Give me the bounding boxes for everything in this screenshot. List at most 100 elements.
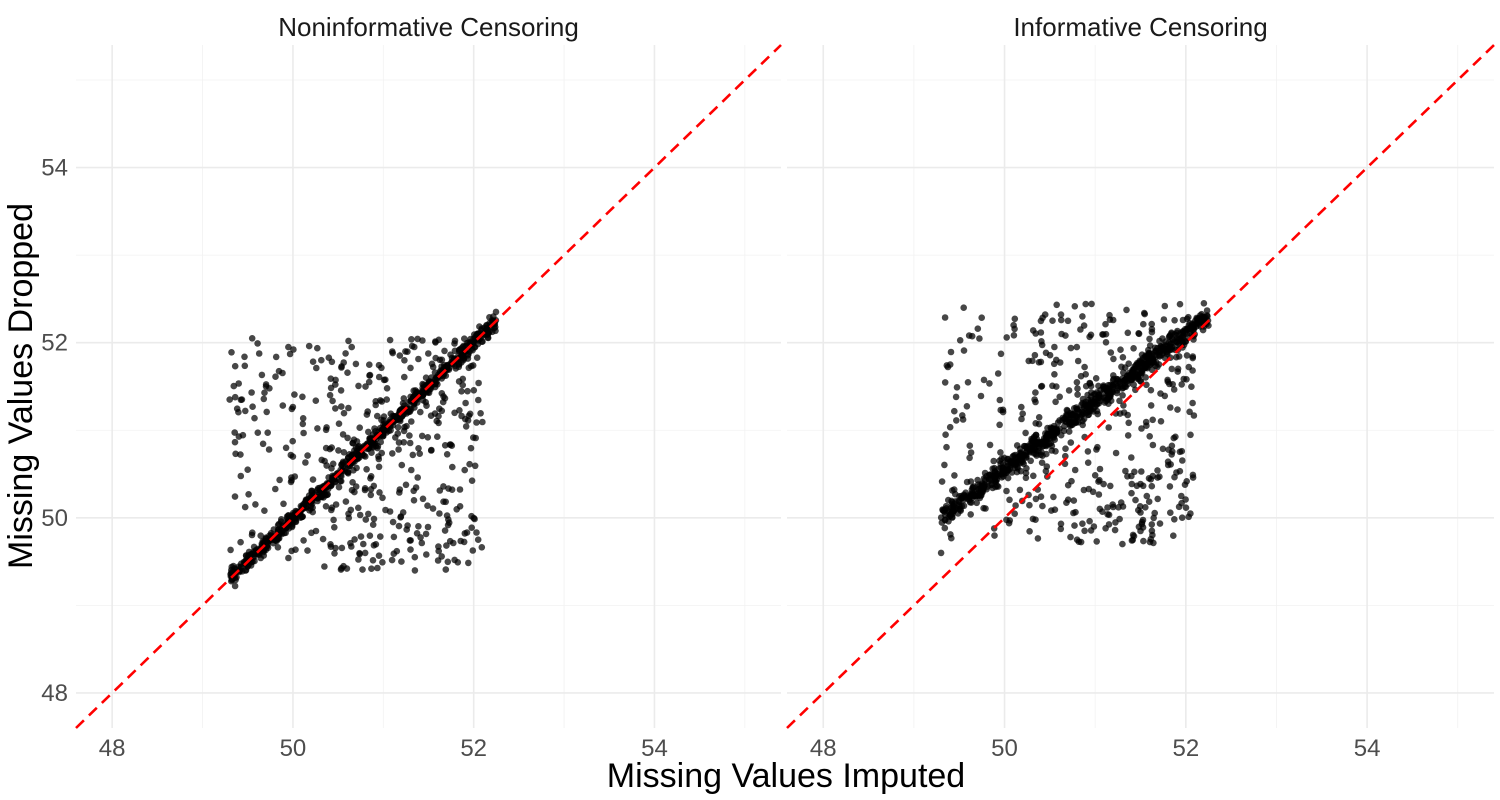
data-point <box>1118 363 1125 371</box>
data-point <box>345 510 352 518</box>
data-point <box>1038 382 1046 390</box>
data-point <box>1148 527 1156 535</box>
data-point <box>949 487 956 494</box>
data-point <box>1148 325 1156 333</box>
data-point <box>427 447 435 454</box>
data-point <box>1199 326 1207 334</box>
data-point <box>1112 449 1120 457</box>
data-point <box>353 438 361 445</box>
data-point <box>285 554 292 562</box>
data-point <box>440 483 447 490</box>
data-point <box>328 506 335 514</box>
data-point <box>1102 397 1110 405</box>
data-point <box>288 405 296 413</box>
data-point <box>362 453 369 460</box>
data-point <box>1100 382 1107 389</box>
data-point <box>242 407 249 415</box>
data-point <box>1035 414 1043 421</box>
data-point <box>446 537 454 545</box>
data-point <box>314 425 321 432</box>
data-point <box>1067 533 1074 541</box>
data-point <box>1016 449 1024 457</box>
y-tick-label: 54 <box>41 155 68 182</box>
data-point <box>407 546 414 553</box>
data-point <box>1096 465 1104 473</box>
data-point <box>407 364 414 372</box>
data-point <box>1093 538 1100 545</box>
data-point <box>419 495 427 503</box>
data-point <box>410 487 418 495</box>
data-point <box>305 492 313 499</box>
data-point <box>1067 439 1075 446</box>
data-point <box>1043 463 1051 470</box>
data-point <box>1077 414 1084 421</box>
data-point <box>365 428 372 436</box>
data-point <box>1119 354 1127 361</box>
data-point <box>274 536 281 543</box>
data-point <box>417 534 424 541</box>
data-point <box>1086 333 1093 341</box>
data-point <box>378 364 385 372</box>
data-point <box>408 336 415 343</box>
data-point <box>981 480 988 488</box>
data-point <box>986 380 993 387</box>
data-point <box>1032 495 1040 503</box>
data-point <box>1056 393 1063 401</box>
data-point <box>994 483 1002 490</box>
gridlines <box>787 45 1494 728</box>
data-point <box>231 438 239 446</box>
data-point <box>959 412 966 419</box>
data-point <box>1189 399 1196 407</box>
data-point <box>1013 468 1021 476</box>
data-point <box>1171 317 1178 324</box>
data-point <box>262 381 270 388</box>
data-point <box>1148 521 1156 528</box>
data-point <box>1003 487 1010 495</box>
data-point <box>226 396 233 403</box>
data-point <box>352 360 360 368</box>
data-point <box>1160 316 1168 323</box>
data-point <box>1203 307 1211 314</box>
data-point <box>473 354 481 362</box>
data-point <box>299 393 306 401</box>
data-point <box>1156 473 1163 481</box>
data-point <box>1125 419 1132 427</box>
data-point <box>445 516 452 523</box>
data-point <box>231 582 239 590</box>
data-point <box>351 536 358 543</box>
data-point <box>948 534 955 542</box>
data-point <box>375 373 383 381</box>
data-point <box>1146 433 1153 440</box>
data-point <box>1056 359 1064 366</box>
data-point <box>408 418 415 425</box>
data-point <box>355 556 362 563</box>
data-point <box>422 374 430 382</box>
data-point <box>1124 329 1132 337</box>
data-point <box>436 510 443 517</box>
data-point <box>413 389 421 397</box>
data-point <box>967 449 975 456</box>
data-point <box>402 481 410 489</box>
data-point <box>245 491 252 498</box>
data-point <box>239 431 247 439</box>
data-point <box>237 563 244 571</box>
data-point <box>244 466 251 474</box>
data-point <box>411 567 419 574</box>
data-point <box>1161 392 1169 400</box>
data-point <box>468 477 476 485</box>
data-point <box>254 429 262 437</box>
data-point <box>423 551 430 558</box>
data-point <box>248 335 256 342</box>
data-point <box>1111 526 1119 534</box>
data-point <box>440 393 447 400</box>
y-tick-label: 52 <box>41 330 68 357</box>
data-point <box>469 547 477 554</box>
data-point <box>1148 320 1155 328</box>
data-point <box>322 426 330 434</box>
data-point <box>1090 523 1098 530</box>
data-point <box>259 440 267 448</box>
data-point <box>342 498 350 505</box>
data-point <box>1038 338 1045 345</box>
data-point <box>1057 311 1065 318</box>
data-point <box>1122 375 1130 383</box>
